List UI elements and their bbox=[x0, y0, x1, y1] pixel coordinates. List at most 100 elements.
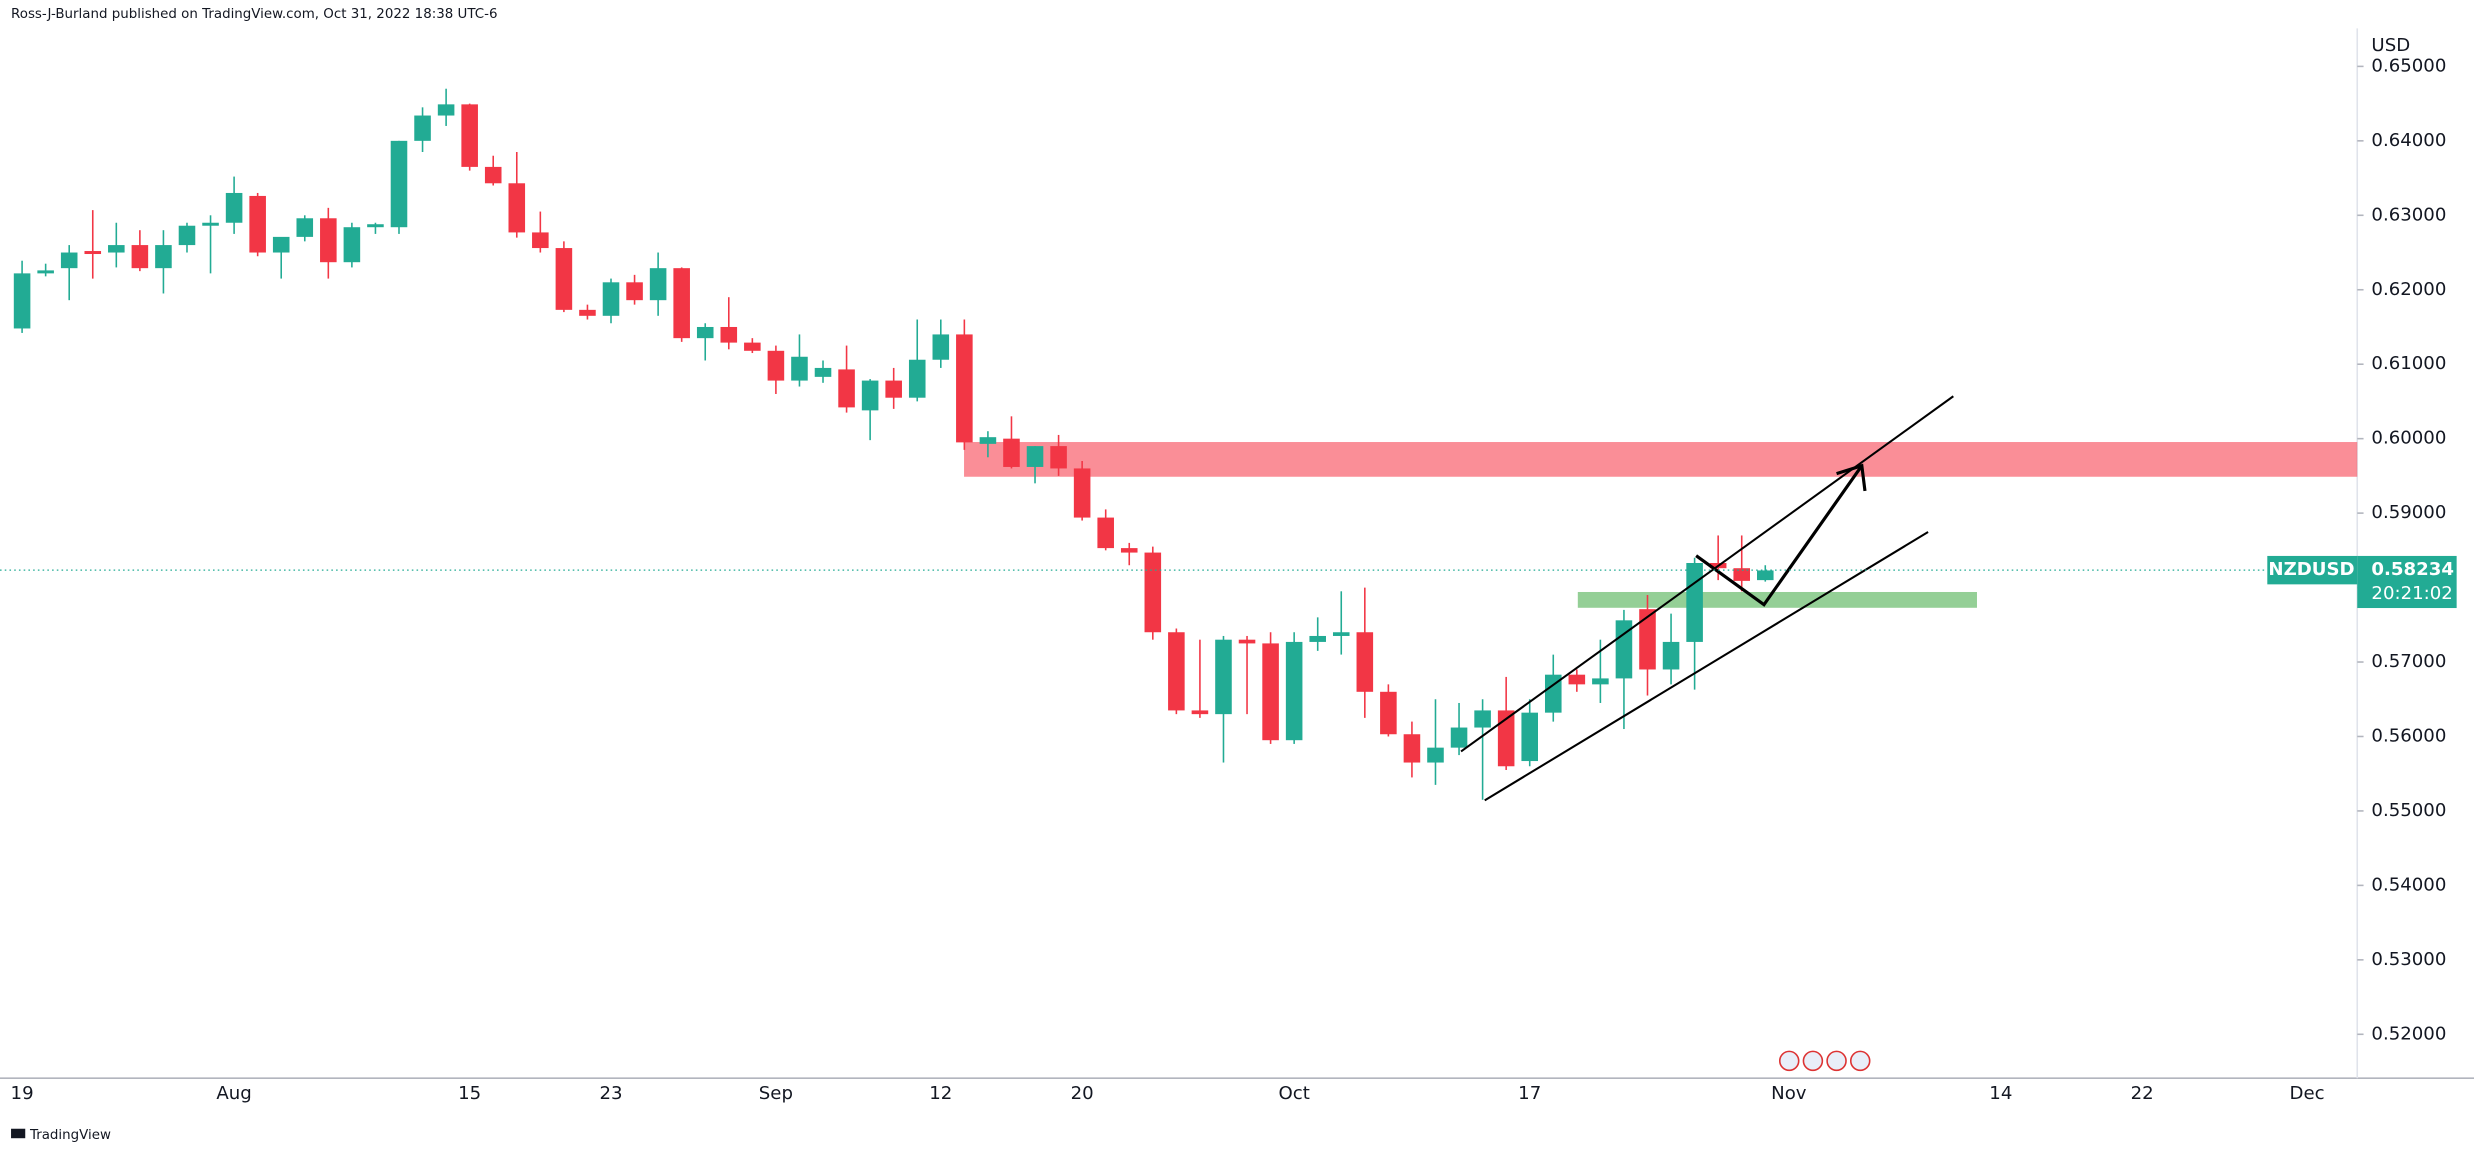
candle-body bbox=[414, 115, 431, 141]
candle-body bbox=[579, 309, 596, 316]
candle-body bbox=[84, 251, 102, 255]
candle-body bbox=[908, 359, 926, 398]
candle-body bbox=[791, 356, 808, 381]
candles bbox=[13, 88, 1774, 800]
candle-body bbox=[838, 369, 855, 408]
x-tick-label: 12 bbox=[929, 1083, 952, 1104]
support-zone bbox=[1577, 591, 1977, 608]
candle-body bbox=[626, 282, 643, 301]
candle-body bbox=[1262, 643, 1279, 741]
candle-body bbox=[979, 437, 997, 444]
candle-body bbox=[956, 334, 973, 443]
channel-lower bbox=[1484, 531, 1929, 802]
symbol-label: NZDUSD bbox=[2268, 559, 2354, 580]
candle-body bbox=[602, 282, 620, 316]
candle-body bbox=[767, 350, 785, 381]
candle-body bbox=[108, 245, 125, 253]
candle-body bbox=[202, 222, 219, 226]
y-tick-label: 0.62000 bbox=[2371, 279, 2446, 300]
candle-body bbox=[437, 104, 455, 116]
price-badge bbox=[2357, 555, 2457, 609]
candle-body bbox=[1544, 674, 1562, 713]
logo-mark bbox=[11, 1128, 26, 1139]
event-flag bbox=[1778, 1050, 1800, 1072]
candle-body bbox=[1356, 632, 1374, 692]
attribution: Ross-J-Burland published on TradingView.… bbox=[11, 7, 497, 22]
candle-body bbox=[1521, 712, 1538, 762]
x-tick-label: 22 bbox=[2131, 1083, 2154, 1104]
y-tick-label: 0.54000 bbox=[2371, 874, 2446, 895]
candle-body bbox=[249, 195, 266, 253]
candle-body bbox=[1050, 446, 1067, 469]
candle-body bbox=[1380, 691, 1397, 735]
candle-body bbox=[1168, 632, 1185, 711]
candle-body bbox=[1686, 562, 1703, 642]
candle-body bbox=[272, 236, 290, 253]
symbol-badge bbox=[2267, 555, 2358, 585]
y-tick-label: 0.64000 bbox=[2371, 130, 2446, 151]
candle-body bbox=[814, 367, 832, 377]
candle-body bbox=[744, 342, 761, 351]
event-flag bbox=[1826, 1050, 1847, 1072]
y-tick-label: 0.53000 bbox=[2371, 949, 2446, 970]
candle-body bbox=[225, 192, 243, 223]
x-tick-label: 20 bbox=[1071, 1083, 1094, 1104]
candle-body bbox=[649, 268, 667, 301]
candle-body bbox=[1026, 446, 1044, 467]
event-flag bbox=[1849, 1050, 1871, 1072]
event-flag bbox=[1802, 1050, 1824, 1072]
countdown-label: 20:21:02 bbox=[2371, 583, 2452, 604]
y-tick-label: 0.52000 bbox=[2371, 1023, 2446, 1044]
candle-body bbox=[296, 218, 314, 237]
candle-body bbox=[13, 273, 31, 329]
y-tick-label: 0.61000 bbox=[2371, 353, 2446, 374]
last-price-label: 0.58234 bbox=[2371, 559, 2454, 580]
candle-body bbox=[532, 232, 549, 249]
candle-body bbox=[885, 380, 902, 398]
y-tick-label: 0.65000 bbox=[2371, 55, 2446, 76]
event-flags bbox=[1778, 1050, 1871, 1072]
candle-body bbox=[1592, 678, 1609, 685]
x-tick-label: 19 bbox=[11, 1083, 34, 1104]
channel-upper bbox=[1460, 395, 1954, 753]
candle-body bbox=[508, 183, 526, 233]
candle-body bbox=[343, 227, 361, 263]
candle-body bbox=[1238, 639, 1256, 644]
y-tick-label: 0.60000 bbox=[2371, 428, 2446, 449]
candle-body bbox=[367, 224, 384, 228]
x-tick-label: 23 bbox=[599, 1083, 622, 1104]
candle-body bbox=[1120, 548, 1138, 553]
candle-body bbox=[1285, 641, 1303, 741]
x-tick-label: Sep bbox=[759, 1083, 793, 1104]
candle-body bbox=[37, 270, 54, 274]
candle-body bbox=[155, 245, 172, 269]
candle-body bbox=[1450, 727, 1468, 748]
candle-body bbox=[1003, 438, 1020, 467]
candle-body bbox=[1073, 468, 1091, 518]
candle-body bbox=[673, 268, 690, 339]
candle-body bbox=[1144, 552, 1162, 633]
candle-body bbox=[1662, 641, 1680, 670]
candle-body bbox=[1215, 639, 1232, 715]
candle-body bbox=[1191, 710, 1209, 715]
candle-body bbox=[720, 326, 738, 343]
candle-body bbox=[1332, 632, 1350, 636]
currency-label: USD bbox=[2371, 35, 2410, 56]
x-tick-label: Aug bbox=[216, 1083, 251, 1104]
candle-body bbox=[1639, 609, 1656, 670]
drawings bbox=[1460, 395, 1954, 802]
x-tick-label: 15 bbox=[458, 1083, 481, 1104]
candle-body bbox=[1403, 734, 1421, 763]
arrow-head bbox=[1836, 463, 1867, 492]
footer-text: TradingView bbox=[29, 1128, 111, 1143]
y-tick-label: 0.63000 bbox=[2371, 204, 2446, 225]
x-tick-label: Nov bbox=[1771, 1083, 1807, 1104]
candle-body bbox=[1733, 568, 1751, 581]
candle-body bbox=[1615, 620, 1633, 679]
x-tick-label: 17 bbox=[1518, 1083, 1541, 1104]
resistance-zone bbox=[964, 442, 2358, 477]
candle-body bbox=[1756, 570, 1774, 581]
